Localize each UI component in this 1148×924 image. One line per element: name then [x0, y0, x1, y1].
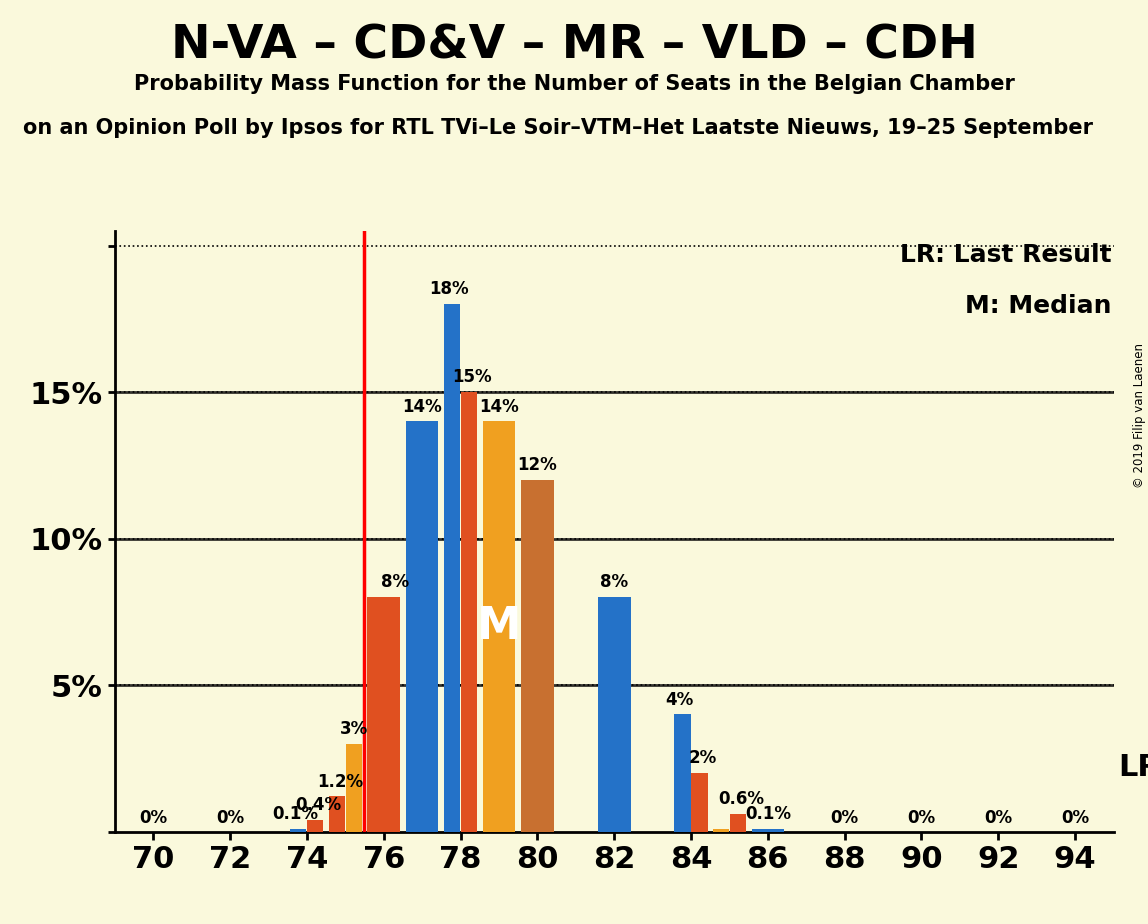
Bar: [675, 714, 691, 832]
Bar: [521, 480, 553, 832]
Text: 12%: 12%: [518, 456, 557, 474]
Text: 8%: 8%: [381, 574, 410, 591]
Text: 18%: 18%: [429, 280, 468, 298]
Bar: [444, 304, 460, 832]
Text: 0.1%: 0.1%: [745, 805, 791, 822]
Bar: [367, 597, 400, 832]
Bar: [405, 421, 439, 832]
Text: 0%: 0%: [139, 809, 168, 827]
Text: © 2019 Filip van Laenen: © 2019 Filip van Laenen: [1133, 344, 1147, 488]
Text: 1.2%: 1.2%: [317, 772, 363, 791]
Text: 0%: 0%: [831, 809, 859, 827]
Text: 14%: 14%: [402, 397, 442, 416]
Bar: [482, 421, 515, 832]
Bar: [713, 829, 729, 832]
Bar: [752, 829, 784, 832]
Text: N-VA – CD&V – MR – VLD – CDH: N-VA – CD&V – MR – VLD – CDH: [171, 23, 977, 68]
Text: 0%: 0%: [984, 809, 1013, 827]
Text: 0%: 0%: [907, 809, 936, 827]
Bar: [460, 392, 478, 832]
Text: 2%: 2%: [689, 749, 716, 767]
Text: LR: Last Result: LR: Last Result: [900, 243, 1111, 267]
Text: Probability Mass Function for the Number of Seats in the Belgian Chamber: Probability Mass Function for the Number…: [133, 74, 1015, 94]
Text: 3%: 3%: [340, 720, 367, 738]
Text: 0.1%: 0.1%: [272, 805, 318, 822]
Text: M: Median: M: Median: [965, 294, 1111, 318]
Text: 0.6%: 0.6%: [719, 790, 765, 808]
Bar: [290, 829, 307, 832]
Text: 8%: 8%: [600, 574, 628, 591]
Text: 0.4%: 0.4%: [295, 796, 342, 814]
Text: 4%: 4%: [665, 690, 693, 709]
Text: 15%: 15%: [452, 369, 492, 386]
Text: 14%: 14%: [479, 397, 519, 416]
Text: 0%: 0%: [1061, 809, 1089, 827]
Bar: [691, 773, 707, 832]
Bar: [346, 744, 362, 832]
Bar: [598, 597, 630, 832]
Text: 0%: 0%: [216, 809, 245, 827]
Bar: [308, 820, 324, 832]
Bar: [328, 796, 344, 832]
Text: LR: LR: [1118, 753, 1148, 782]
Text: on an Opinion Poll by Ipsos for RTL TVi–Le Soir–VTM–Het Laatste Nieuws, 19–25 Se: on an Opinion Poll by Ipsos for RTL TVi–…: [23, 118, 1093, 139]
Bar: [730, 814, 746, 832]
Text: M: M: [476, 605, 521, 648]
